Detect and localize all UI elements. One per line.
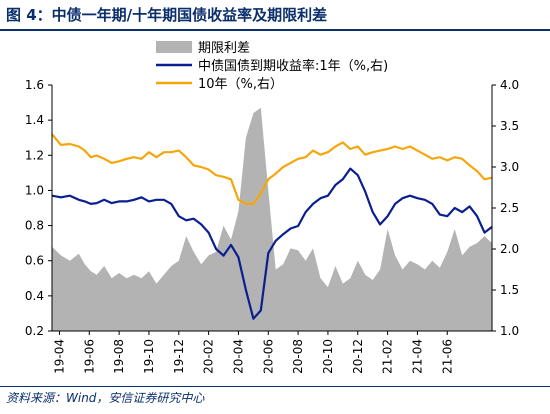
y-right-tick-label: 4.0 [500,78,519,92]
x-tick-label: 20-12 [351,339,365,374]
y-right-tick-label: 1.5 [500,283,519,297]
x-tick-label: 19-06 [82,339,96,374]
x-tick-label: 19-12 [172,339,186,374]
spread-area-layer [52,107,492,331]
y-left-tick-label: 1.4 [25,113,44,127]
series-area-0 [52,107,492,331]
y-left-tick-label: 0.2 [25,324,44,338]
x-tick-label: 19-10 [142,339,156,374]
x-tick-label: 21-02 [381,339,395,374]
y-left-tick-label: 0.6 [25,254,44,268]
source-note: 资料来源：Wind，安信证券研究中心 [6,391,205,405]
x-tick-label: 19-04 [52,339,66,374]
y-right-tick-label: 2.0 [500,242,519,256]
y-right-tick-label: 3.0 [500,160,519,174]
x-tick-label: 20-02 [202,339,216,374]
axes: 0.2 0.4 0.6 0.8 1.0 1.2 1.4 1.6 1.0 1.5 2.0 2.5 3.0 3… [25,78,519,374]
chart-title: 图 4：中债一年期/十年期国债收益率及期限利差 [6,6,328,24]
y-left-tick-label: 1.2 [25,148,44,162]
legend-label-2: 10年（%,右） [198,77,283,92]
source-divider [0,386,550,387]
legend-label-1: 中债国债到期收益率:1年（%,右) [198,58,388,74]
title-divider [0,29,550,31]
y-right-tick-label: 2.5 [500,201,519,215]
x-tick-label: 20-08 [291,339,305,374]
x-tick-label: 20-10 [321,339,335,374]
y-left-tick-label: 1.6 [25,78,44,92]
chart: 0.2 0.4 0.6 0.8 1.0 1.2 1.4 1.6 1.0 1.5 2.0 2.5 3.0 3… [25,41,519,374]
y-left-tick-label: 0.4 [25,289,44,303]
series-line-2 [51,133,493,205]
legend-label-0: 期限利差 [198,41,250,56]
y-left-tick-label: 1.0 [25,183,44,197]
x-tick-label: 20-06 [261,339,275,374]
y-right-tick-label: 3.5 [500,119,519,133]
x-tick-label: 19-08 [112,339,126,374]
series-line-1 [51,167,493,320]
y-left-tick-label: 0.8 [25,219,44,233]
y-right-tick-label: 1.0 [500,324,519,338]
yield-lines-layer [51,133,493,320]
x-tick-label: 20-04 [231,339,245,374]
legend-swatch-0 [156,41,192,53]
x-tick-label: 21-04 [410,339,424,374]
x-tick-label: 21-06 [440,339,454,374]
